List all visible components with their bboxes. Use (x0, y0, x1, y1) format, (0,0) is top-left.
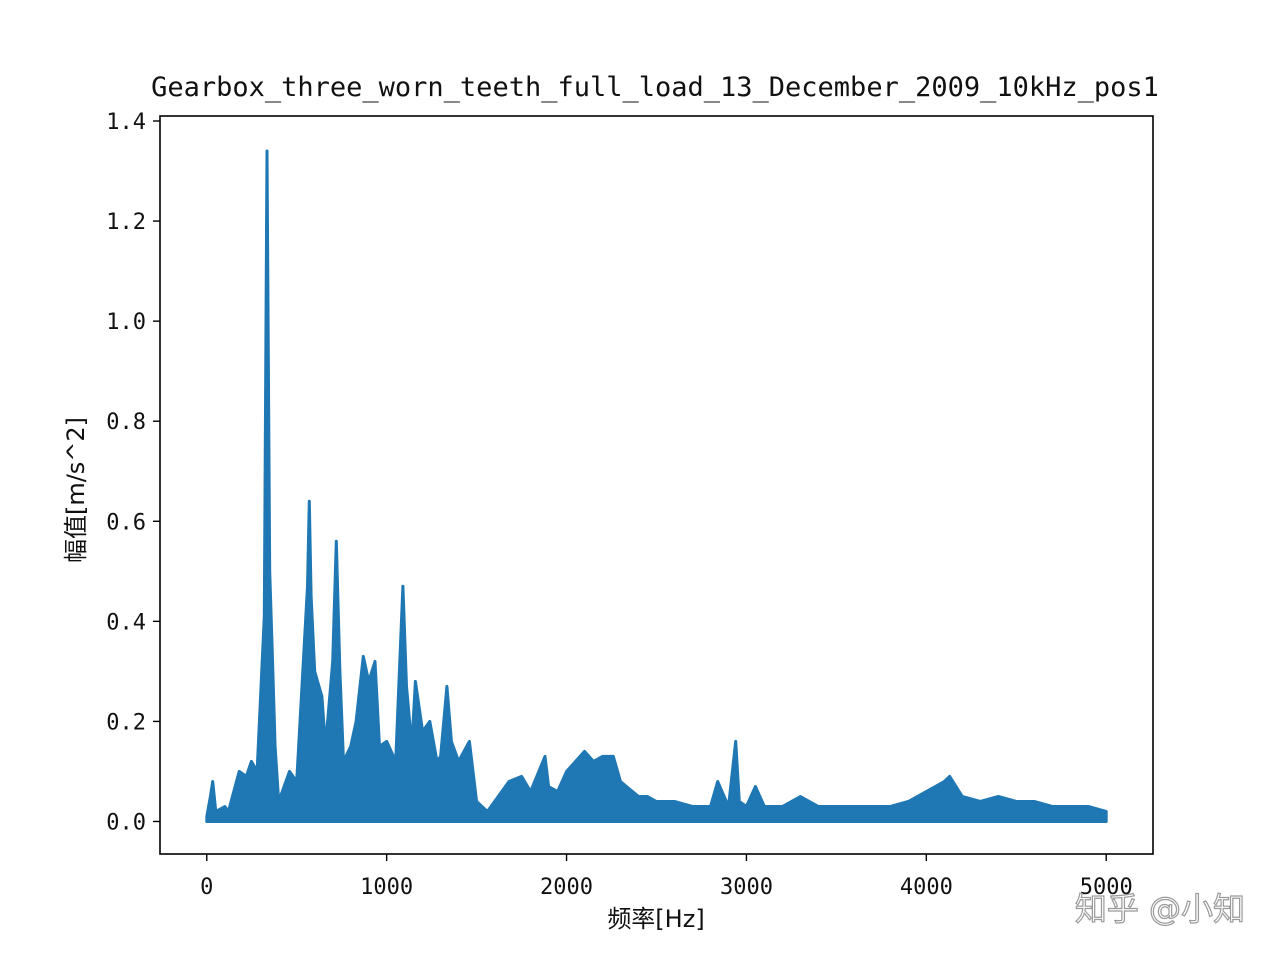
x-tick-label: 1000 (360, 875, 413, 900)
y-tick-label: 1.4 (106, 110, 146, 135)
y-tick-label: 0.4 (106, 610, 146, 635)
x-axis-label: 频率[Hz] (607, 905, 704, 933)
y-tick-label: 1.0 (106, 310, 146, 335)
plot-area (205, 149, 1108, 823)
x-tick-label: 2000 (540, 875, 593, 900)
x-tick-label: 0 (200, 875, 213, 900)
y-tick-label: 1.2 (106, 210, 146, 235)
y-axis-label: 幅值[m/s^2] (62, 417, 90, 563)
watermark-text: 知乎 @小知 (1075, 890, 1245, 928)
x-tick-label: 4000 (900, 875, 953, 900)
axes-frame (159, 115, 1154, 855)
x-tick-label: 3000 (720, 875, 773, 900)
chart-title: Gearbox_three_worn_teeth_full_load_13_De… (151, 72, 1159, 103)
y-tick-label: 0.6 (106, 510, 146, 535)
y-tick-label: 0.0 (106, 810, 146, 835)
y-tick-label: 0.2 (106, 710, 146, 735)
y-tick-label: 0.8 (106, 410, 146, 435)
x-axis: 0 1000 2000 3000 4000 5000 (200, 854, 1133, 900)
x-tick-label: 5000 (1080, 875, 1133, 900)
y-axis: 0.0 0.2 0.4 0.6 0.8 1.0 1.2 1.4 (106, 110, 160, 835)
series-line-0 (205, 149, 1108, 823)
